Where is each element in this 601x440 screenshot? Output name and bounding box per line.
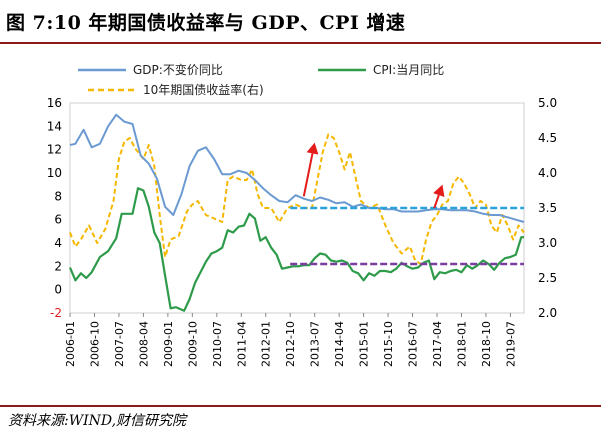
right-tick-label: 4.5 (538, 131, 557, 145)
x-tick-label: 2016-07 (407, 321, 420, 367)
x-tick-label: 2012-10 (284, 321, 297, 367)
left-tick-label: 16 (47, 96, 62, 110)
arrow-head (306, 142, 319, 155)
reference-lines (290, 206, 524, 266)
chart: -2 0 2 4 6 8 10 12 14 16 2.0 2.5 3.0 3.5 4.0 4.5 5.0 2006… (47, 62, 557, 367)
left-tick-label: 0 (54, 283, 62, 297)
title-rule (0, 42, 601, 44)
right-tick-label: 3.5 (538, 201, 557, 215)
left-tick-label: -2 (50, 306, 62, 320)
right-tick-label: 2.5 (538, 271, 557, 285)
chart-title: 图 7:10 年期国债收益率与 GDP、CPI 增速 (6, 12, 406, 34)
legend-label-bond: 10年期国债收益率(右) (143, 82, 264, 97)
left-tick-label: 4 (54, 236, 62, 250)
series-line-cpi (68, 187, 524, 312)
x-tick-label: 2015-01 (358, 321, 371, 367)
x-tick-label: 2012-01 (260, 321, 273, 367)
x-tick-label: 2006-01 (64, 321, 77, 367)
x-tick-label: 2017-04 (431, 321, 444, 367)
legend-label-cpi: CPI:当月同比 (373, 63, 444, 77)
left-tick-label: 14 (47, 119, 62, 133)
left-tick-label: 6 (54, 213, 62, 227)
x-tick-label: 2019-07 (504, 321, 517, 367)
x-tick-label: 2013-07 (309, 321, 322, 367)
arrow-shaft (433, 194, 440, 209)
x-tick-label: 2010-07 (211, 321, 224, 367)
legend: GDP:不变价同比 CPI:当月同比 10年期国债收益率(右) (78, 62, 444, 97)
x-tick-label: 2015-10 (382, 321, 395, 367)
x-tick-label: 2014-04 (333, 321, 346, 367)
series-layer (68, 113, 525, 312)
left-tick-label: 2 (54, 259, 62, 273)
x-tick-label: 2011-04 (235, 321, 248, 367)
right-tick-label: 5.0 (538, 96, 557, 110)
source-note: 资料来源:WIND,财信研究院 (8, 413, 187, 429)
x-tick-label: 2009-10 (186, 321, 199, 367)
x-tick-label: 2006-10 (88, 321, 101, 367)
arrow-shaft (302, 153, 314, 197)
arrow-head (433, 184, 445, 198)
left-tick-label: 10 (47, 166, 62, 180)
left-tick-label: 8 (54, 189, 62, 203)
x-tick-label: 2018-10 (480, 321, 493, 367)
annotation-arrows (302, 142, 445, 209)
left-tick-label: 12 (47, 143, 62, 157)
axes-layer: -2 0 2 4 6 8 10 12 14 16 2.0 2.5 3.0 3.5 4.0 4.5 5.0 2006… (47, 96, 557, 367)
x-tick-label: 2007-07 (113, 321, 126, 367)
right-tick-label: 3.0 (538, 236, 557, 250)
x-tick-label: 2009-01 (162, 321, 175, 367)
series-line-bond (69, 133, 525, 265)
series-line-gdp (69, 113, 525, 223)
x-tick-label: 2008-04 (137, 321, 150, 367)
x-tick-label: 2018-01 (455, 321, 468, 367)
right-tick-label: 2.0 (538, 306, 557, 320)
legend-label-gdp: GDP:不变价同比 (133, 62, 223, 77)
right-tick-label: 4.0 (538, 166, 557, 180)
footer-rule (0, 405, 601, 407)
